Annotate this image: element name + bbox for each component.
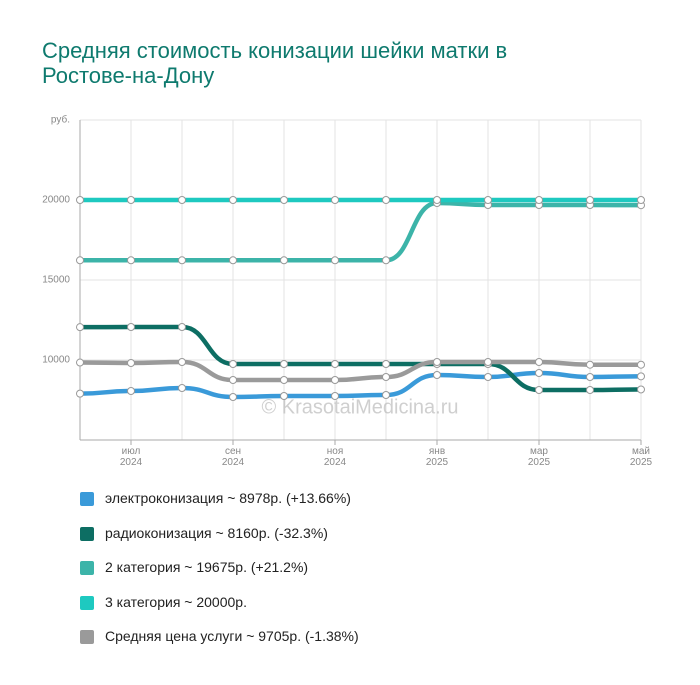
point [229, 392, 237, 401]
watermark: © KrasotaiMedicina.ru [261, 396, 458, 418]
series-line [77, 200, 644, 263]
point [586, 360, 594, 369]
point [535, 368, 543, 377]
point [382, 360, 390, 368]
legend-swatch [80, 595, 94, 610]
point [382, 256, 390, 265]
point [127, 358, 135, 367]
point [127, 386, 135, 395]
point [586, 196, 594, 204]
legend-label: Средняя цена услуги ~ 9705р. (-1.38%) [105, 628, 359, 644]
point [229, 376, 237, 384]
point [76, 256, 84, 265]
legend-swatch [80, 630, 94, 644]
point [433, 196, 441, 204]
point [127, 196, 135, 204]
point [229, 196, 237, 204]
legend-label: электроконизация ~ 8978р. (+13.66%) [105, 490, 351, 506]
y-tick-label: 15000 [42, 275, 70, 286]
point [637, 385, 645, 394]
point [637, 360, 645, 369]
point [637, 372, 645, 381]
point [178, 256, 186, 265]
point [586, 386, 594, 394]
point [178, 196, 186, 204]
point [178, 358, 186, 366]
point [535, 386, 543, 394]
point [127, 322, 135, 331]
x-tick-label: мар 2025 [527, 446, 551, 468]
point [76, 323, 84, 332]
point [637, 196, 645, 204]
series-line [77, 370, 644, 400]
x-tick-label: май 2025 [629, 446, 653, 468]
legend-label: 2 категория ~ 19675р. (+21.2%) [105, 559, 309, 575]
point [433, 358, 441, 366]
x-tick-label: июл 2024 [119, 446, 143, 468]
x-tick-label: ноя 2024 [323, 446, 347, 468]
point [280, 360, 288, 368]
point [280, 392, 288, 400]
point [433, 370, 441, 379]
y-tick-label: 20000 [42, 195, 70, 206]
point [382, 196, 390, 204]
point [229, 256, 237, 265]
legend-label: радиоконизация ~ 8160р. (-32.3%) [105, 524, 328, 541]
point [586, 372, 594, 381]
point [280, 256, 288, 265]
point [178, 384, 186, 392]
legend-swatch [80, 526, 94, 541]
chart-title: Средняя стоимость конизации шейки матки … [42, 38, 508, 88]
point [331, 196, 339, 204]
y-unit: руб. [51, 114, 70, 126]
point [484, 372, 492, 381]
legend-label: 3 категория ~ 20000р. [105, 593, 247, 610]
point [535, 358, 543, 366]
x-tick-label: сен 2024 [221, 446, 245, 468]
legend-swatch [80, 561, 94, 575]
point [484, 358, 492, 366]
point [331, 360, 339, 368]
y-tick-label: 10000 [42, 355, 70, 366]
x-tick-label: янв 2025 [425, 446, 449, 468]
point [331, 376, 339, 384]
point [331, 392, 339, 400]
point [76, 389, 84, 398]
legend-swatch [80, 492, 94, 506]
point [178, 322, 186, 331]
point [280, 196, 288, 204]
point [229, 360, 237, 368]
point [280, 376, 288, 384]
point [76, 196, 84, 204]
point [76, 358, 84, 367]
point [535, 196, 543, 204]
point [382, 372, 390, 381]
point [127, 256, 135, 265]
point [484, 196, 492, 204]
point [382, 390, 390, 399]
point [331, 256, 339, 265]
